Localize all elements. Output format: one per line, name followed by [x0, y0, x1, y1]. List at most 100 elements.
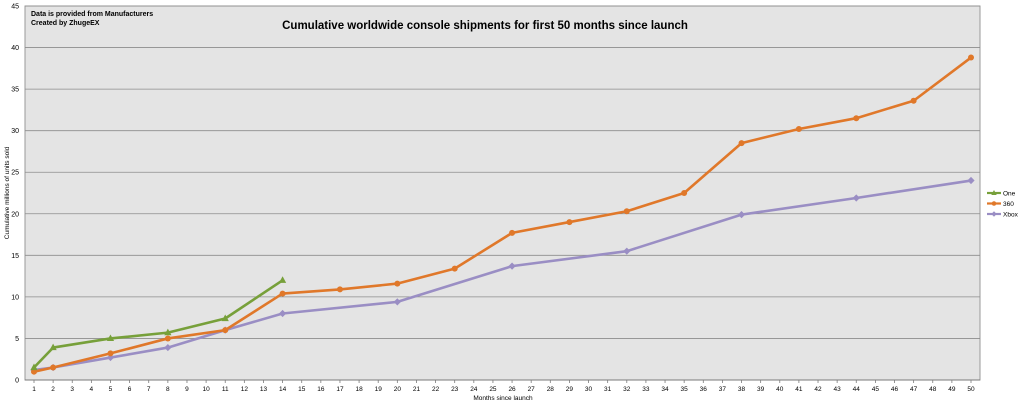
legend-label-360: 360 [1003, 201, 1014, 208]
series-line-xbox [33, 179, 972, 372]
series-360-point [50, 364, 57, 371]
y-axis-title: Cumulative millions of units sold [4, 146, 11, 239]
series-360-point [336, 286, 343, 293]
source-note: Data is provided from Manufacturers [31, 11, 154, 18]
x-tick-label: 26 [508, 386, 516, 393]
x-tick-label: 23 [451, 386, 459, 393]
x-tick-label: 29 [566, 386, 574, 393]
series-360-point [566, 219, 573, 226]
x-tick-label: 24 [470, 386, 478, 393]
x-tick-label: 15 [298, 386, 306, 393]
y-tick-label: 45 [11, 4, 19, 11]
series-xbox-point [737, 211, 746, 219]
x-tick-label: 42 [814, 386, 822, 393]
x-tick-label: 35 [681, 386, 689, 393]
x-tick-label: 40 [776, 386, 784, 393]
x-tick-label: 2 [51, 386, 55, 393]
series-one-point [30, 363, 38, 371]
y-tick-label: 40 [11, 45, 19, 52]
y-tick-label: 25 [11, 170, 19, 177]
series-xbox-point [278, 309, 287, 318]
x-tick-label: 10 [202, 386, 210, 393]
series-one-point [221, 314, 229, 322]
x-tick-label: 39 [757, 386, 765, 393]
x-tick-label: 46 [891, 386, 899, 393]
y-tick-label: 20 [11, 211, 19, 218]
x-tick-label: 7 [147, 386, 151, 393]
series-360-point [795, 126, 802, 133]
x-tick-label: 5 [109, 386, 113, 393]
series-360-point [509, 229, 516, 236]
series-xbox-point [393, 298, 401, 306]
x-tick-label: 1 [32, 386, 36, 393]
series-360-point [968, 54, 974, 61]
chart-title: Cumulative worldwide console shipments f… [282, 20, 688, 32]
x-tick-label: 25 [489, 386, 497, 393]
series-one-point [164, 328, 172, 336]
legend-label-one: One [1003, 191, 1016, 198]
y-tick-label: 30 [11, 128, 19, 135]
series-xbox-point [967, 176, 975, 185]
x-tick-label: 33 [642, 386, 650, 393]
series-xbox-point [164, 343, 172, 352]
series-360-point [279, 290, 286, 297]
x-tick-label: 32 [623, 386, 631, 393]
series-one-point [106, 334, 115, 342]
x-tick-label: 9 [185, 386, 189, 393]
series-360-point [451, 265, 458, 272]
x-tick-label: 27 [528, 386, 536, 393]
x-tick-label: 38 [738, 386, 746, 393]
x-tick-label: 31 [604, 386, 612, 393]
x-tick-label: 14 [279, 386, 287, 393]
series-xbox-point [508, 262, 516, 270]
x-tick-label: 43 [834, 386, 842, 393]
series-line-one [33, 279, 284, 369]
x-tick-label: 21 [413, 386, 421, 393]
series-xbox-point [623, 247, 631, 255]
x-tick-label: 36 [700, 386, 708, 393]
series-xbox-point [852, 194, 860, 202]
x-tick-label: 13 [260, 386, 268, 393]
series-360-point [394, 280, 401, 287]
y-tick-label: 15 [11, 253, 19, 260]
y-tick-label: 5 [15, 336, 19, 343]
series-360-point [164, 335, 171, 342]
x-tick-label: 19 [375, 386, 383, 393]
x-tick-label: 49 [948, 386, 956, 393]
legend-xbox-point [991, 211, 997, 217]
x-tick-label: 37 [719, 386, 727, 393]
x-tick-label: 6 [128, 386, 132, 393]
series-line-360 [33, 56, 972, 373]
creator-note: Created by ZhugeEX [31, 20, 100, 27]
x-tick-label: 50 [967, 386, 975, 393]
series-360-point [681, 190, 688, 196]
x-tick-label: 18 [355, 386, 363, 393]
x-tick-label: 34 [661, 386, 669, 393]
series-360-point [738, 140, 745, 147]
x-axis-title: Months since launch [473, 395, 533, 402]
x-tick-label: 48 [929, 386, 937, 393]
x-tick-label: 41 [795, 386, 803, 393]
x-tick-label: 47 [910, 386, 918, 393]
plot-area [24, 5, 981, 381]
x-tick-label: 16 [317, 386, 325, 393]
x-tick-label: 3 [70, 386, 74, 393]
x-tick-label: 45 [872, 386, 880, 393]
x-tick-label: 4 [90, 386, 94, 393]
x-tick-label: 44 [853, 386, 861, 393]
legend-360-point [991, 201, 997, 206]
x-tick-label: 20 [394, 386, 402, 393]
x-tick-label: 11 [222, 386, 229, 393]
x-tick-label: 28 [547, 386, 555, 393]
x-tick-label: 17 [336, 386, 344, 393]
y-tick-label: 35 [11, 87, 19, 94]
series-360-point [222, 327, 229, 334]
legend-one-point [991, 190, 997, 195]
x-tick-label: 30 [585, 386, 593, 393]
x-tick-label: 8 [166, 386, 170, 393]
x-tick-label: 22 [432, 386, 440, 393]
series-one-point [278, 276, 287, 283]
series-360-point [31, 368, 37, 375]
